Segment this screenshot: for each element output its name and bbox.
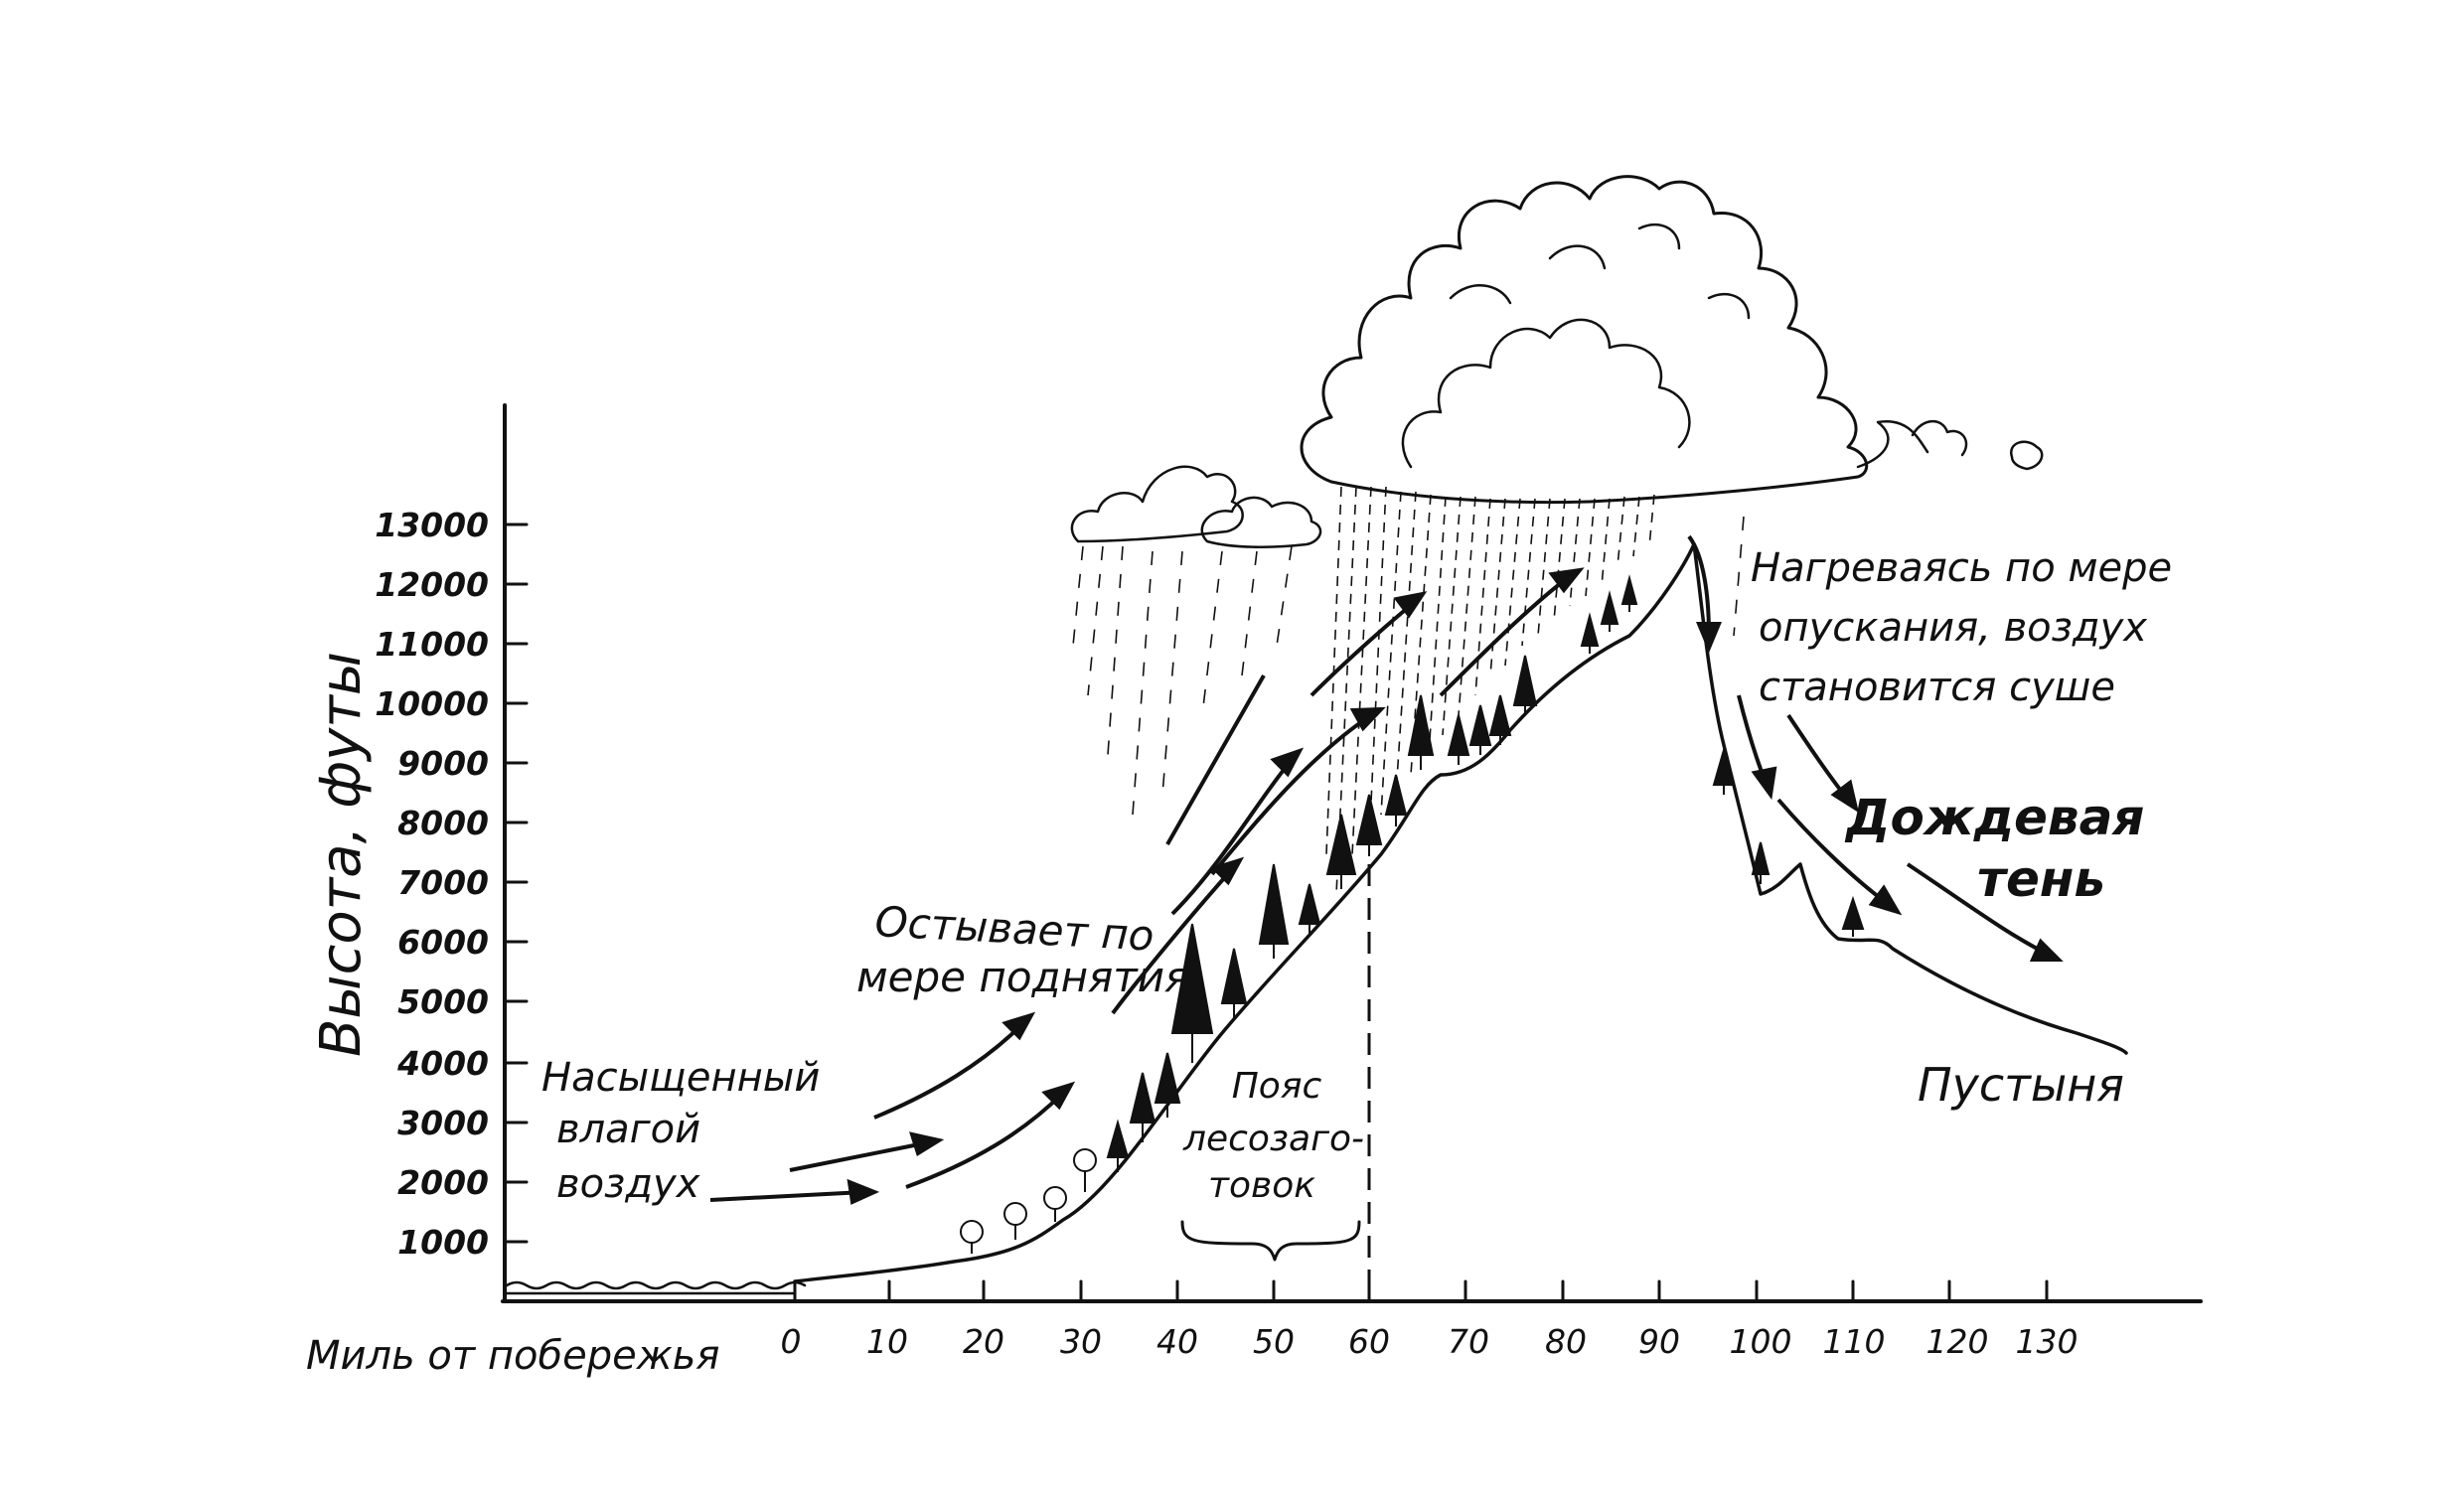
- x-tick-label: 20: [963, 1322, 1004, 1361]
- x-tick-100: 100: [1730, 1279, 1792, 1361]
- x-tick-label: 30: [1060, 1322, 1102, 1361]
- label-line: Остывает по: [873, 897, 1155, 961]
- x-tick-10: 10: [866, 1279, 908, 1361]
- y-tick-7000: 7000: [397, 863, 529, 902]
- y-tick-6000: 6000: [397, 923, 529, 962]
- storm-cloud: [1070, 175, 2044, 548]
- y-tick-label: 6000: [397, 923, 489, 962]
- label-cools-rising: Остывает по мере поднятия: [856, 897, 1189, 1001]
- label-line: Нагреваясь по мере: [1751, 545, 2172, 591]
- x-tick-50: 50: [1253, 1279, 1295, 1361]
- y-tick-label: 7000: [397, 863, 489, 902]
- y-tick-1000: 1000: [397, 1223, 529, 1262]
- x-tick-40: 40: [1156, 1279, 1198, 1361]
- y-tick-label: 5000: [397, 982, 489, 1021]
- y-tick-4000: 4000: [396, 1044, 529, 1083]
- x-tick-label: 70: [1448, 1322, 1489, 1361]
- y-tick-11000: 11000: [375, 625, 529, 664]
- label-line: становится суше: [1759, 665, 2115, 710]
- label-line: воздух: [556, 1161, 700, 1207]
- y-tick-label: 8000: [397, 804, 489, 842]
- y-tick-10000: 10000: [375, 684, 529, 723]
- label-line: товок: [1208, 1165, 1315, 1206]
- mountain-profile: [793, 542, 2128, 1283]
- label-line: Насыщенный: [541, 1055, 820, 1101]
- logging-belt-brace: [1180, 1220, 1361, 1262]
- label-line: опускания, воздух: [1759, 605, 2147, 651]
- y-tick-12000: 12000: [375, 565, 529, 604]
- x-tick-label: 100: [1730, 1322, 1792, 1361]
- label-rain-shadow: Дождевая тень: [1844, 789, 2144, 908]
- y-tick-13000: 13000: [375, 506, 529, 544]
- x-tick-60: 60: [1348, 1279, 1390, 1361]
- x-ticks: 0 10 20 30 40 50 60 70 80 90 100 110 120…: [781, 1279, 2079, 1361]
- y-tick-label: 2000: [397, 1163, 489, 1202]
- windward-airflow-arrows: [709, 567, 1585, 1205]
- x-tick-130: 130: [2016, 1279, 2079, 1361]
- label-desert: Пустыня: [1918, 1058, 2124, 1112]
- label-line: Дождевая: [1844, 789, 2144, 846]
- label-line: лесозаго-: [1182, 1119, 1364, 1159]
- y-tick-label: 12000: [375, 565, 489, 604]
- x-tick-0: 0: [781, 1279, 802, 1361]
- label-line: тень: [1977, 850, 2105, 908]
- y-tick-3000: 3000: [397, 1104, 529, 1142]
- x-tick-label: 110: [1823, 1322, 1886, 1361]
- y-tick-label: 10000: [375, 684, 489, 723]
- leeward-airflow-arrows: [1687, 534, 2064, 962]
- x-tick-label: 10: [866, 1322, 908, 1361]
- y-tick-5000: 5000: [397, 982, 529, 1021]
- y-tick-label: 4000: [396, 1044, 489, 1083]
- forest: [960, 574, 1865, 1254]
- label-logging-belt: Пояс лесозаго- товок: [1182, 1066, 1364, 1206]
- x-tick-110: 110: [1823, 1279, 1886, 1361]
- label-line: мере поднятия: [856, 953, 1189, 1001]
- x-tick-label: 120: [1926, 1322, 1989, 1361]
- x-tick-label: 60: [1348, 1322, 1390, 1361]
- x-tick-80: 80: [1545, 1279, 1587, 1361]
- y-ticks: 1000 2000 3000 4000 5000 6000 7000 8000 …: [375, 506, 529, 1262]
- x-tick-label: 40: [1156, 1322, 1198, 1361]
- x-tick-70: 70: [1448, 1279, 1489, 1361]
- label-line: влагой: [556, 1107, 700, 1152]
- x-tick-label: 50: [1253, 1322, 1295, 1361]
- y-tick-label: 1000: [397, 1223, 489, 1262]
- y-axis-title: Высота, футы: [309, 652, 374, 1057]
- y-tick-label: 3000: [397, 1104, 489, 1142]
- label-warming-descent: Нагреваясь по мере опускания, воздух ста…: [1751, 545, 2172, 710]
- label-line: Пояс: [1232, 1066, 1322, 1107]
- x-tick-label: 0: [781, 1322, 802, 1361]
- y-tick-2000: 2000: [397, 1163, 529, 1202]
- x-tick-label: 90: [1638, 1322, 1680, 1361]
- x-tick-20: 20: [963, 1279, 1004, 1361]
- y-tick-label: 9000: [397, 744, 489, 783]
- x-axis-title: Миль от побережья: [306, 1333, 719, 1379]
- x-tick-90: 90: [1638, 1279, 1680, 1361]
- sea-waves: [505, 1280, 807, 1295]
- y-tick-label: 13000: [375, 506, 489, 544]
- label-saturated-air: Насыщенный влагой воздух: [541, 1055, 820, 1207]
- x-tick-label: 130: [2016, 1322, 2079, 1361]
- x-tick-30: 30: [1060, 1279, 1102, 1361]
- x-tick-120: 120: [1926, 1279, 1989, 1361]
- x-tick-label: 80: [1545, 1322, 1587, 1361]
- y-tick-9000: 9000: [397, 744, 529, 783]
- y-tick-8000: 8000: [397, 804, 529, 842]
- y-tick-label: 11000: [375, 625, 489, 664]
